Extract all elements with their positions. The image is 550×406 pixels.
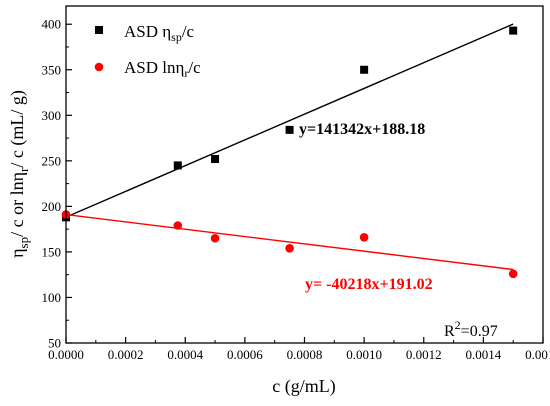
legend-label-series-1: ASD ηsp/c <box>124 22 195 44</box>
y-tick-label: 100 <box>42 290 62 305</box>
data-point-series-2 <box>285 243 294 253</box>
data-point-series-1 <box>211 155 220 164</box>
y-tick-label: 150 <box>42 244 62 259</box>
x-tick-label: 0.0016 <box>525 347 550 362</box>
y-tick-label: 200 <box>42 199 62 214</box>
data-point-series-1 <box>173 161 182 170</box>
x-tick-label: 0.0006 <box>227 347 263 362</box>
fit-equation-series-1: y=141342x+188.18 <box>299 121 425 138</box>
x-axis-title: c (g/mL) <box>272 376 335 397</box>
fit-lines <box>65 23 514 271</box>
data-point-series-2 <box>210 233 220 243</box>
data-point-series-1 <box>285 125 294 134</box>
legend-label-series-2: ASD lnηr/c <box>124 58 201 80</box>
x-tick-label: 0.0002 <box>108 347 144 362</box>
data-point-series-2 <box>173 221 183 230</box>
y-tick-label: 350 <box>42 62 62 77</box>
legend: ASD ηsp/c ASD lnηr/c <box>94 22 201 80</box>
y-tick-label: 300 <box>42 108 62 123</box>
y-tick-label: 250 <box>42 153 62 168</box>
data-point-series-1 <box>360 65 369 74</box>
y-tick-label: 400 <box>42 17 62 32</box>
x-tick-label: 0.0000 <box>48 347 84 362</box>
legend-marker-series-2 <box>94 62 104 72</box>
fit-line-series-1 <box>65 23 514 218</box>
y-tick-label: 50 <box>48 336 61 351</box>
fit-line-series-2 <box>65 213 514 271</box>
x-tick-label: 0.0010 <box>346 347 382 362</box>
ticks-layer: 0.0000 0.0002 0.0004 0.0006 0.0008 0.0010 0.00… <box>42 17 550 362</box>
r-squared-annotation: R2=0.97 <box>444 318 498 340</box>
x-tick-label: 0.0012 <box>406 347 442 362</box>
fit-equation-series-2: y= -40218x+191.02 <box>305 276 433 293</box>
x-tick-label: 0.0008 <box>287 347 323 362</box>
plot-frame <box>65 5 544 344</box>
x-tick-label: 0.0004 <box>167 347 203 362</box>
data-point-series-2 <box>508 269 518 279</box>
data-point-series-2 <box>359 233 369 242</box>
legend-marker-series-1 <box>95 26 103 34</box>
data-point-series-1 <box>509 26 518 35</box>
y-axis-title: ηsp/ c or lnηr/ c (mL/ g) <box>7 90 31 258</box>
x-tick-label: 0.0014 <box>466 347 502 362</box>
